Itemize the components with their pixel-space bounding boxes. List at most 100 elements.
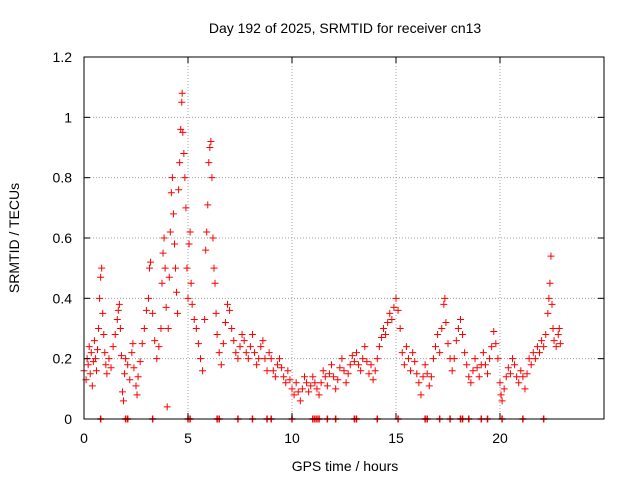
data-point [436, 349, 444, 357]
data-point [377, 334, 385, 342]
data-point [311, 379, 319, 387]
data-point [136, 358, 144, 366]
data-point [459, 331, 467, 339]
data-point [323, 382, 331, 390]
data-point [166, 228, 174, 236]
data-point [500, 385, 508, 393]
data-point [186, 228, 194, 236]
data-point [328, 361, 336, 369]
data-point [213, 331, 221, 339]
chart-title: Day 192 of 2025, SRMTID for receiver cn1… [209, 20, 482, 36]
grid-lines [84, 57, 604, 419]
data-point [116, 325, 124, 332]
data-point [273, 361, 281, 369]
data-point [448, 367, 456, 375]
data-point [463, 361, 471, 369]
data-point [325, 370, 333, 378]
data-point [536, 349, 544, 357]
data-point [367, 361, 375, 369]
data-point [102, 361, 110, 369]
data-point [348, 352, 356, 360]
data-point [290, 391, 298, 399]
data-point [334, 376, 342, 384]
data-point [497, 391, 505, 399]
data-point [240, 337, 248, 345]
data-point [423, 370, 431, 378]
data-point [248, 331, 256, 339]
data-point [211, 279, 219, 287]
data-point [219, 340, 227, 348]
data-point [288, 385, 296, 393]
data-point [294, 388, 302, 396]
data-point [355, 361, 363, 369]
data-point [465, 373, 473, 381]
data-point [386, 309, 394, 317]
data-point [99, 309, 107, 317]
data-point [181, 174, 189, 182]
data-point [204, 201, 212, 209]
data-point [300, 373, 308, 381]
data-point [303, 379, 311, 387]
data-point [321, 373, 329, 381]
y-tick-label: 0.8 [53, 170, 73, 186]
y-axis-label: SRMTID / TECUs [6, 183, 22, 293]
data-point [276, 355, 284, 363]
data-point [396, 325, 404, 332]
data-point [502, 373, 510, 381]
data-point [547, 252, 555, 260]
data-point [232, 349, 240, 357]
data-point [180, 150, 188, 158]
x-tick-label: 5 [184, 430, 192, 446]
y-tick-label: 0.4 [53, 290, 73, 306]
data-point [469, 367, 477, 375]
data-point [209, 234, 217, 242]
data-point [554, 331, 562, 339]
data-point [542, 331, 550, 339]
y-tick-label: 1.2 [53, 49, 73, 65]
data-point [450, 355, 458, 363]
data-point [253, 361, 261, 369]
y-tick-label: 0.6 [53, 230, 73, 246]
data-point [409, 349, 417, 357]
x-tick-label: 20 [492, 430, 508, 446]
data-point [147, 258, 155, 266]
data-point [555, 325, 563, 332]
data-point [194, 340, 202, 348]
data-point [488, 343, 496, 351]
data-point [138, 340, 146, 348]
data-point [192, 325, 200, 332]
data-point [434, 331, 442, 339]
data-point [144, 294, 152, 302]
data-point [201, 315, 209, 323]
data-point [202, 246, 210, 254]
data-point [432, 343, 440, 351]
data-point [319, 367, 327, 375]
data-point [278, 364, 286, 372]
data-point [538, 337, 546, 345]
data-point [187, 279, 195, 287]
data-point [315, 391, 323, 399]
data-point [427, 373, 435, 381]
data-point [440, 300, 448, 308]
data-point [228, 325, 236, 332]
data-point [122, 355, 130, 363]
data-point [167, 189, 175, 197]
data-point [121, 370, 129, 378]
data-point [155, 343, 163, 351]
data-point [444, 340, 452, 348]
data-point [479, 349, 487, 357]
data-point [207, 137, 215, 145]
data-point [174, 309, 182, 317]
data-point [388, 315, 396, 323]
data-point [217, 361, 225, 369]
data-point [265, 349, 273, 357]
data-point [203, 228, 211, 236]
data-point [531, 355, 539, 363]
data-point [162, 303, 170, 311]
data-point [169, 210, 177, 218]
data-point [118, 388, 126, 396]
data-point [170, 240, 178, 248]
data-point [346, 361, 354, 369]
data-point [105, 355, 113, 363]
data-point [178, 89, 186, 97]
